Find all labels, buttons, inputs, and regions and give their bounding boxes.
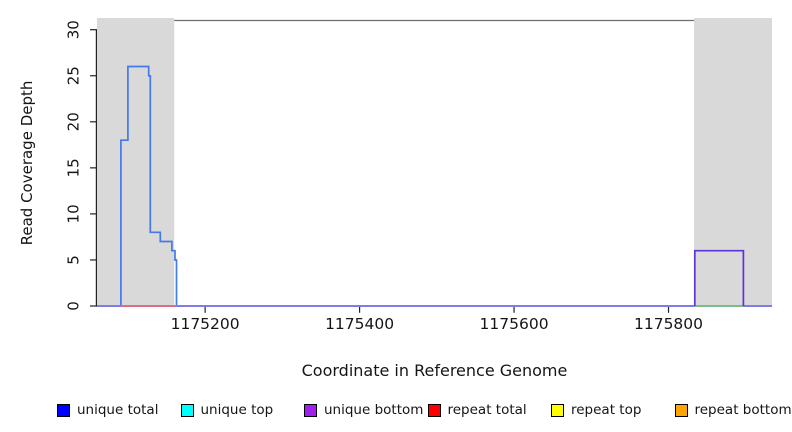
y-tick-label: 20 bbox=[65, 112, 83, 131]
shaded-region bbox=[97, 18, 175, 306]
legend-label: repeat bottom bbox=[694, 402, 792, 418]
legend-swatch bbox=[57, 403, 70, 417]
legend-swatch bbox=[674, 403, 688, 417]
y-axis-label: Read Coverage Depth bbox=[18, 80, 36, 246]
legend-label: unique top bbox=[200, 402, 274, 418]
y-tick-label: 10 bbox=[65, 204, 83, 223]
legend-item: repeat top bbox=[551, 402, 675, 418]
y-tick-label: 15 bbox=[65, 158, 83, 177]
y-tick-label: 5 bbox=[65, 255, 83, 265]
legend-label: repeat top bbox=[571, 402, 642, 418]
legend-item: unique bottom bbox=[304, 402, 428, 418]
legend-item: unique total bbox=[57, 402, 181, 418]
legend-item: repeat bottom bbox=[674, 402, 792, 418]
y-tick-label: 25 bbox=[65, 66, 83, 85]
legend-swatch bbox=[427, 403, 441, 417]
legend-label: unique bottom bbox=[324, 402, 424, 418]
legend-swatch bbox=[304, 403, 317, 417]
x-tick-label: 1175400 bbox=[325, 315, 394, 333]
x-tick-label: 1175200 bbox=[171, 315, 240, 333]
chart-svg: 0 5 10 15 20 25 30 1175200 1175400 1175600 1175800 bbox=[65, 18, 772, 333]
series-unique-total bbox=[97, 65, 772, 307]
x-tick-label: 1175800 bbox=[634, 315, 703, 333]
x-axis-label: Coordinate in Reference Genome bbox=[301, 361, 568, 380]
legend-label: unique total bbox=[77, 402, 159, 418]
legend-swatch bbox=[180, 403, 194, 417]
legend-item: repeat total bbox=[427, 402, 552, 418]
series-unique-bottom-box bbox=[693, 249, 745, 306]
x-tick-label: 1175600 bbox=[480, 315, 549, 333]
legend-label: repeat total bbox=[447, 402, 527, 418]
y-tick-label: 0 bbox=[65, 301, 83, 311]
legend: unique total unique top unique bottom repea… bbox=[57, 399, 792, 421]
y-tick-label: 30 bbox=[65, 20, 83, 39]
shaded-region bbox=[693, 18, 772, 306]
legend-item: unique top bbox=[180, 402, 305, 418]
legend-swatch bbox=[551, 403, 564, 417]
